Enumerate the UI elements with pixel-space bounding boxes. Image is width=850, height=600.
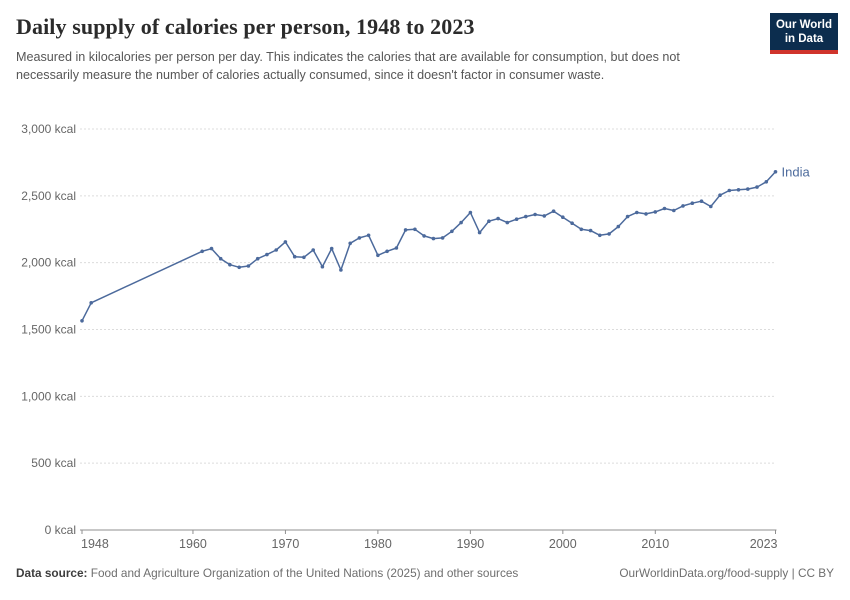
data-point[interactable] bbox=[413, 227, 417, 232]
data-point[interactable] bbox=[477, 230, 482, 235]
data-point[interactable] bbox=[570, 221, 574, 225]
data-point[interactable] bbox=[727, 188, 732, 193]
x-tick-label: 1960 bbox=[179, 537, 207, 551]
data-point[interactable] bbox=[551, 209, 556, 213]
data-point[interactable] bbox=[366, 233, 371, 238]
data-point[interactable] bbox=[228, 262, 232, 267]
data-point[interactable] bbox=[487, 219, 491, 223]
data-point[interactable] bbox=[561, 215, 565, 219]
data-point[interactable] bbox=[496, 216, 500, 221]
data-source-text: Food and Agriculture Organization of the… bbox=[87, 566, 519, 580]
data-point[interactable] bbox=[422, 234, 426, 238]
owid-logo-line2: in Data bbox=[784, 33, 824, 46]
footer-license-link[interactable]: OurWorldinData.org/food-supply | CC BY bbox=[619, 566, 834, 580]
x-tick-label: 1970 bbox=[272, 537, 300, 551]
data-point[interactable] bbox=[394, 246, 399, 250]
data-point[interactable] bbox=[533, 212, 537, 217]
data-point[interactable] bbox=[699, 199, 704, 203]
data-point[interactable] bbox=[450, 229, 454, 234]
entity-label[interactable]: India bbox=[782, 164, 811, 179]
data-point[interactable] bbox=[746, 187, 750, 191]
y-tick-label: 0 kcal bbox=[45, 523, 76, 537]
data-point[interactable] bbox=[80, 319, 84, 323]
owid-logo[interactable]: Our World in Data bbox=[770, 13, 838, 54]
data-point[interactable] bbox=[357, 236, 362, 240]
data-point[interactable] bbox=[607, 232, 611, 236]
data-point[interactable] bbox=[505, 220, 510, 225]
data-point[interactable] bbox=[329, 246, 334, 251]
chart-subtitle: Measured in kilocalories per person per … bbox=[16, 50, 680, 82]
data-source-line: Data source: Food and Agriculture Organi… bbox=[16, 566, 518, 580]
data-point[interactable] bbox=[385, 249, 389, 254]
data-point[interactable] bbox=[579, 227, 584, 232]
data-point[interactable] bbox=[440, 236, 445, 240]
data-point[interactable] bbox=[320, 264, 325, 269]
data-point[interactable] bbox=[339, 268, 343, 272]
chart-footer: Data source: Food and Agriculture Organi… bbox=[16, 566, 834, 580]
data-point[interactable] bbox=[255, 256, 260, 261]
x-tick-label: 2023 bbox=[750, 537, 778, 551]
x-tick-label: 1980 bbox=[364, 537, 392, 551]
x-tick-label: 1948 bbox=[81, 537, 109, 551]
data-source-label: Data source: bbox=[16, 566, 88, 580]
data-point[interactable] bbox=[200, 249, 204, 254]
data-point[interactable] bbox=[431, 236, 436, 241]
data-point[interactable] bbox=[292, 254, 297, 259]
data-point[interactable] bbox=[524, 214, 528, 219]
data-point[interactable] bbox=[616, 224, 621, 229]
series-line[interactable] bbox=[81, 171, 777, 322]
data-point[interactable] bbox=[588, 228, 593, 233]
y-tick-label: 1,500 kcal bbox=[21, 323, 76, 337]
data-point[interactable] bbox=[625, 214, 630, 219]
x-tick-label: 1990 bbox=[456, 537, 484, 551]
y-tick-label: 500 kcal bbox=[31, 456, 76, 470]
data-point[interactable] bbox=[662, 206, 667, 211]
data-point[interactable] bbox=[755, 185, 759, 189]
data-point[interactable] bbox=[246, 264, 251, 268]
data-point[interactable] bbox=[274, 248, 279, 252]
chart-title: Daily supply of calories per person, 194… bbox=[16, 14, 475, 39]
data-point[interactable] bbox=[653, 210, 658, 214]
data-point[interactable] bbox=[468, 210, 473, 215]
chart-header: Daily supply of calories per person, 194… bbox=[16, 14, 834, 85]
x-tick-label: 2000 bbox=[549, 537, 577, 551]
data-point[interactable] bbox=[376, 253, 380, 258]
data-point[interactable] bbox=[764, 180, 769, 184]
data-point[interactable] bbox=[681, 204, 685, 208]
data-point[interactable] bbox=[311, 248, 316, 252]
data-point[interactable] bbox=[283, 240, 288, 244]
data-point[interactable] bbox=[773, 170, 778, 174]
data-point[interactable] bbox=[237, 265, 241, 270]
data-point[interactable] bbox=[403, 228, 408, 232]
data-point[interactable] bbox=[209, 246, 214, 251]
data-point[interactable] bbox=[348, 241, 353, 246]
data-point[interactable] bbox=[635, 210, 639, 215]
data-point[interactable] bbox=[218, 256, 223, 261]
y-tick-label: 3,000 kcal bbox=[21, 122, 76, 136]
data-point[interactable] bbox=[302, 255, 306, 260]
y-tick-label: 2,500 kcal bbox=[21, 189, 76, 203]
data-point[interactable] bbox=[709, 204, 713, 209]
y-tick-label: 2,000 kcal bbox=[21, 256, 76, 270]
data-point[interactable] bbox=[89, 301, 93, 305]
data-point[interactable] bbox=[514, 217, 519, 221]
data-point[interactable] bbox=[736, 188, 741, 192]
data-point[interactable] bbox=[459, 220, 463, 225]
data-point[interactable] bbox=[690, 201, 695, 205]
owid-logo-line1: Our World bbox=[775, 19, 832, 31]
data-point[interactable] bbox=[542, 214, 547, 218]
y-tick-label: 1,000 kcal bbox=[21, 389, 76, 403]
data-point[interactable] bbox=[265, 252, 269, 257]
data-point[interactable] bbox=[718, 193, 722, 197]
x-tick-label: 2010 bbox=[641, 537, 669, 551]
data-point[interactable] bbox=[644, 212, 648, 216]
data-point[interactable] bbox=[672, 208, 676, 213]
data-point[interactable] bbox=[598, 233, 602, 238]
